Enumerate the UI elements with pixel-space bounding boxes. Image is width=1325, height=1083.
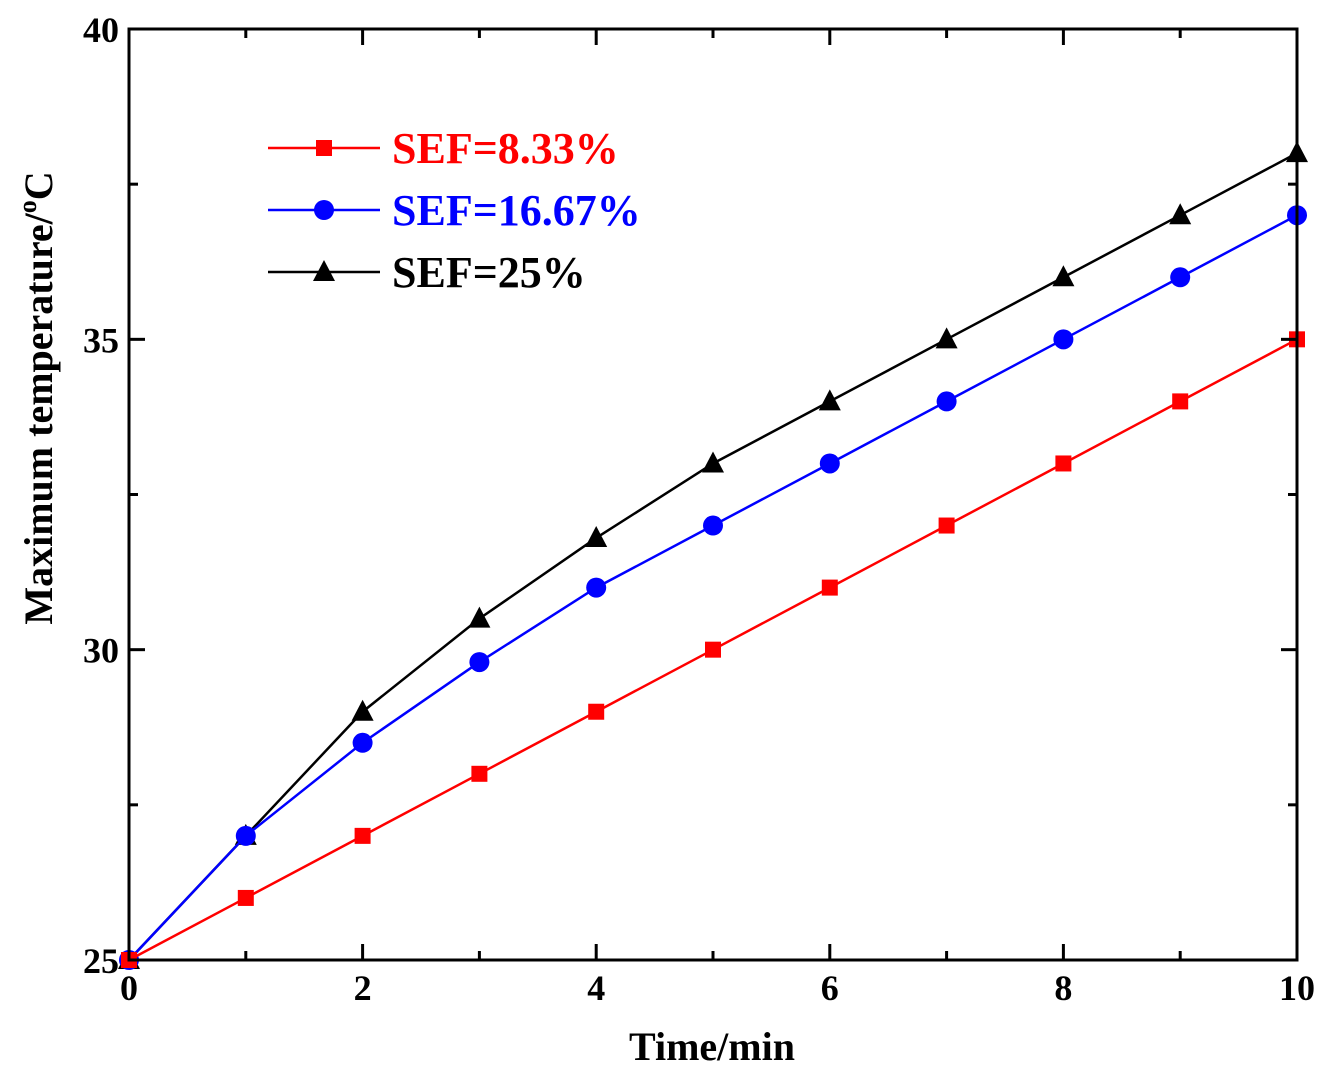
- data-point: [351, 699, 374, 721]
- data-point: [1170, 267, 1191, 288]
- legend: SEF=8.33% SEF=16.67% SEF=25%: [268, 124, 641, 297]
- data-point: [352, 732, 373, 753]
- legend-entry: SEF=16.67%: [268, 186, 641, 235]
- data-point: [469, 652, 490, 673]
- data-point: [471, 765, 488, 782]
- series-layer: [118, 141, 1308, 970]
- data-point: [821, 579, 838, 596]
- data-point: [237, 889, 254, 906]
- y-tick-label: 25: [83, 941, 119, 981]
- data-point: [1172, 393, 1189, 410]
- data-point: [935, 327, 958, 349]
- y-tick-label: 40: [83, 10, 119, 50]
- legend-entry: SEF=8.33%: [268, 124, 619, 173]
- y-tick-label: 35: [83, 320, 119, 360]
- data-point: [235, 825, 256, 846]
- data-point: [586, 577, 607, 598]
- y-axis-label-degree: o: [13, 200, 42, 213]
- x-tick-label: 4: [587, 968, 605, 1008]
- series-triangle: [118, 141, 1308, 969]
- legend-marker: [314, 200, 334, 220]
- x-tick-label: 10: [1279, 968, 1315, 1008]
- data-point: [818, 389, 841, 411]
- y-axis-label: Maximum temperature/oC: [13, 171, 61, 624]
- legend-marker: [313, 260, 335, 281]
- series-circle: [119, 205, 1307, 970]
- legend-marker: [316, 140, 332, 156]
- data-point: [819, 453, 840, 474]
- legend-entry: SEF=25%: [268, 248, 586, 297]
- x-tick-label: 8: [1054, 968, 1072, 1008]
- x-tick-label: 6: [821, 968, 839, 1008]
- legend-label: SEF=25%: [392, 248, 586, 297]
- data-point: [588, 703, 605, 720]
- data-point: [705, 641, 721, 658]
- x-tick-label: 0: [120, 968, 138, 1008]
- x-tick-label: 2: [354, 968, 372, 1008]
- series-line: [128, 152, 1298, 961]
- data-point: [1052, 265, 1075, 287]
- y-tick-label: 30: [83, 631, 119, 671]
- legend-label: SEF=8.33%: [392, 124, 619, 173]
- axis-layer: 0 2 4 6 8 10 25 30 35 40: [83, 10, 1315, 1008]
- data-point: [936, 391, 957, 412]
- y-axis-label-unit: C: [16, 171, 61, 200]
- data-point: [1053, 329, 1074, 350]
- data-point: [703, 515, 723, 536]
- plot-frame: [127, 27, 1299, 962]
- data-point: [1169, 203, 1192, 225]
- data-point: [702, 451, 724, 473]
- data-point: [468, 606, 491, 628]
- x-axis-label: Time/min: [629, 1024, 795, 1069]
- data-point: [1055, 455, 1072, 472]
- data-point: [585, 525, 608, 547]
- data-point: [354, 827, 371, 844]
- y-axis-label-text: Maximum temperature/: [16, 212, 61, 624]
- series-line: [128, 214, 1298, 961]
- legend-label: SEF=16.67%: [392, 186, 641, 235]
- data-point: [938, 517, 955, 534]
- series-square: [121, 331, 1305, 968]
